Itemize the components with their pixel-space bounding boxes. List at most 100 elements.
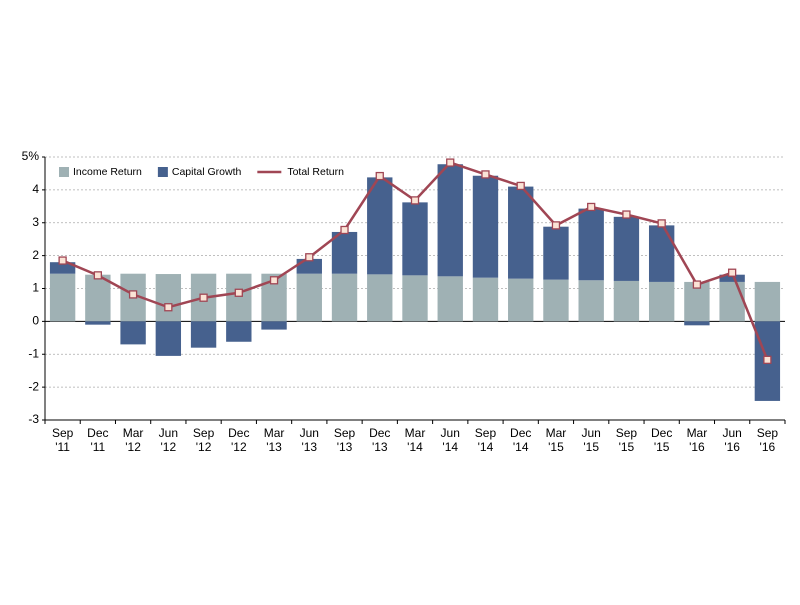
marker [481,170,490,179]
x-tick-label: Sep [475,426,497,440]
x-tick-label: '11 [90,440,105,454]
bar [85,321,111,325]
x-tick-label: Jun [722,426,741,440]
legend-label: Capital Growth [172,166,242,178]
x-tick-label: '13 [266,440,282,454]
bar [155,321,182,356]
bar [543,226,569,280]
legend-swatch [59,167,69,177]
bar [754,281,781,322]
bar [367,177,393,275]
bar [402,275,428,322]
marker [727,268,737,277]
y-tick-label: 0 [32,314,39,328]
y-tick-label: 5% [22,149,40,163]
bar [85,274,111,322]
x-tick-label: '12 [231,440,247,454]
bar [226,321,252,342]
bar [648,281,675,322]
marker [269,276,279,285]
y-tick-label: 2 [32,248,39,262]
bar [508,186,534,279]
bar [331,231,358,274]
x-tick-label: Mar [405,426,426,440]
marker [234,288,243,297]
marker [340,225,349,235]
marker [551,221,561,230]
marker [446,158,455,167]
x-tick-label: Jun [300,426,319,440]
x-tick-label: Mar [687,426,708,440]
y-tick-label: -2 [28,379,39,393]
marker [657,219,666,228]
bar [437,276,463,322]
bar [684,321,710,326]
bar [578,208,604,281]
x-tick-label: '13 [301,440,317,454]
x-tick-label: '11 [55,440,70,454]
bar [613,216,640,281]
y-tick-label: 3 [32,215,39,229]
bar [367,274,393,322]
x-tick-label: '16 [724,440,740,454]
bar [155,274,182,322]
bar [543,279,569,322]
x-tick-label: '14 [407,440,423,454]
bar [49,273,76,322]
bar [49,262,76,274]
bar [472,277,499,322]
x-tick-label: '15 [548,440,564,454]
x-tick-label: Mar [123,426,144,440]
x-tick-label: Mar [546,426,567,440]
y-tick-label: 4 [32,182,39,196]
bar [719,281,745,322]
bar [648,225,675,282]
x-tick-label: Sep [334,426,356,440]
marker [375,171,384,181]
x-tick-label: '12 [196,440,212,454]
x-tick-label: Sep [52,426,74,440]
bar [578,280,604,322]
bar [226,273,252,322]
x-tick-label: '15 [583,440,599,454]
marker [516,181,525,191]
x-tick-label: Sep [757,426,779,440]
bar [472,175,499,278]
x-tick-label: '14 [513,440,529,454]
marker [164,303,173,312]
marker [128,290,138,299]
y-tick-label: -3 [28,412,39,426]
x-tick-label: '13 [372,440,388,454]
bar [508,278,534,322]
marker [587,202,596,212]
x-tick-label: Dec [87,426,108,440]
marker [305,253,314,262]
y-tick-label: -1 [28,346,39,360]
x-tick-label: '12 [125,440,141,454]
x-tick-label: Dec [228,426,249,440]
x-tick-label: Jun [159,426,178,440]
marker [763,355,772,364]
bar [437,164,463,277]
marker [58,256,67,265]
x-tick-label: Sep [616,426,638,440]
bar [261,321,287,330]
bar [613,280,640,322]
legend-label: Total Return [287,166,344,178]
x-tick-label: Mar [264,426,285,440]
legend-swatch [157,167,168,177]
x-tick-label: Jun [582,426,601,440]
marker [199,293,208,302]
x-tick-label: '15 [654,440,670,454]
marker [93,271,103,280]
legend-label: Income Return [73,166,142,178]
bar [120,321,146,345]
x-tick-label: '12 [161,440,177,454]
bar [402,202,428,276]
x-tick-label: Jun [441,426,460,440]
x-tick-label: '14 [442,440,458,454]
x-tick-label: Dec [510,426,531,440]
marker [692,280,702,289]
x-tick-label: '16 [760,440,776,454]
